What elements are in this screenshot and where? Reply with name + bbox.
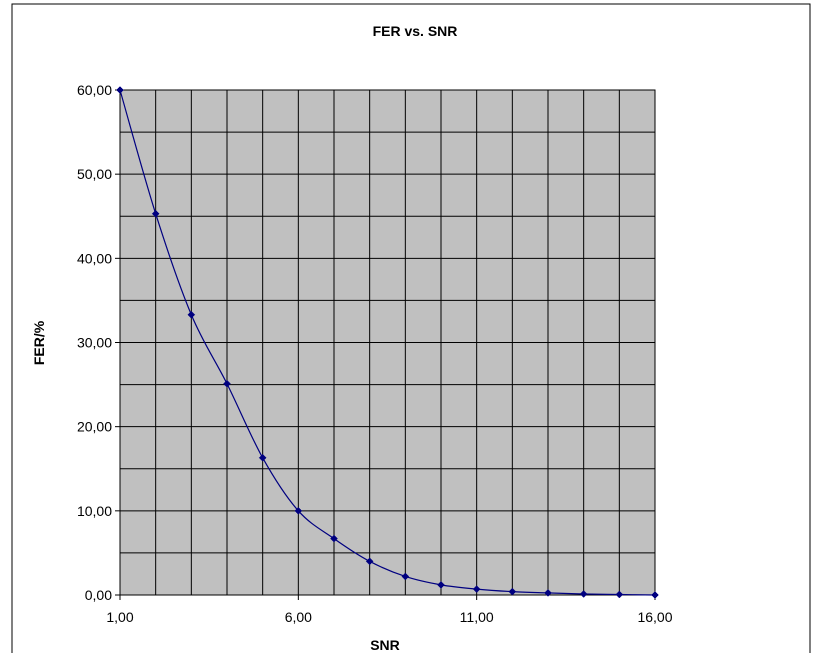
data-point (116, 86, 124, 94)
data-point (330, 534, 338, 543)
x-axis-label: SNR (370, 637, 400, 653)
data-point (472, 585, 481, 593)
y-tick-label: 60,00 (77, 82, 112, 98)
data-point (651, 591, 659, 599)
data-point (258, 453, 267, 462)
y-tick-label: 30,00 (77, 335, 112, 351)
x-tick-label: 11,00 (460, 609, 494, 625)
chart-title: FER vs. SNR (373, 23, 458, 39)
x-tick-label: 1,00 (106, 609, 133, 625)
y-tick-label: 10,00 (77, 503, 112, 519)
data-point (151, 209, 160, 218)
x-tick-label: 16,00 (637, 609, 672, 625)
y-tick-label: 20,00 (77, 419, 112, 435)
data-point (437, 581, 445, 589)
x-tick-label: 6,00 (285, 609, 312, 625)
data-point (615, 590, 624, 599)
data-point (544, 589, 552, 597)
data-point (187, 310, 196, 319)
data-point (401, 572, 410, 581)
data-point (223, 379, 231, 388)
data-point (579, 590, 588, 598)
data-point (294, 506, 303, 515)
y-tick-label: 50,00 (77, 166, 112, 182)
data-point (365, 557, 374, 566)
y-tick-label: 40,00 (77, 250, 112, 266)
y-tick-label: 0,00 (85, 587, 112, 603)
y-axis-label: FER/% (31, 320, 47, 365)
data-point (508, 587, 517, 596)
